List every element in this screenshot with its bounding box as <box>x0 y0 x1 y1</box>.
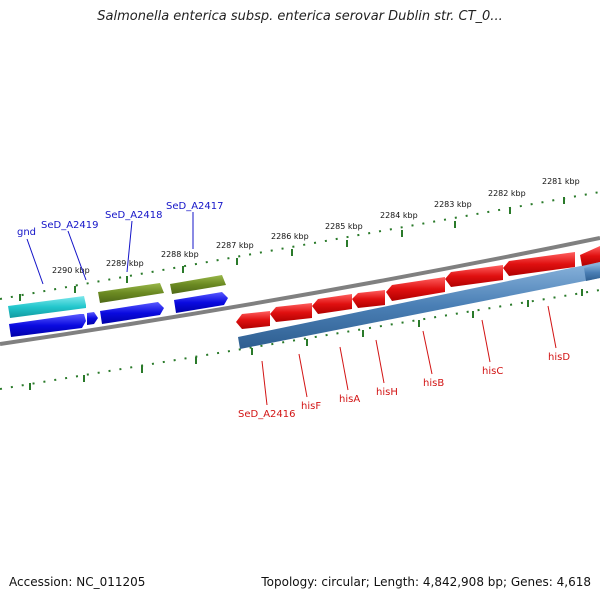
gene-SeD_A2419[interactable] <box>9 314 86 337</box>
genome-backbone <box>0 236 600 346</box>
gene-red-edge[interactable] <box>580 246 600 266</box>
label-connector <box>339 346 349 391</box>
gene-SeD_A2417[interactable] <box>170 275 226 294</box>
gene-hisF[interactable] <box>270 303 312 322</box>
gene-steel-edge[interactable] <box>584 264 600 281</box>
tick-label: 2289 kbp <box>106 259 144 268</box>
tick-label: 2283 kbp <box>434 200 472 209</box>
gene-hisB[interactable] <box>386 277 445 301</box>
label-connector <box>261 360 268 406</box>
gene-label: hisF <box>301 401 321 412</box>
gene-label: hisD <box>548 352 570 363</box>
label-connector <box>26 238 44 285</box>
tick-label: 2284 kbp <box>380 211 418 220</box>
label-connector <box>547 305 557 349</box>
gene-label: SeD_A2416 <box>238 409 296 420</box>
gene-blue-3[interactable] <box>174 292 228 313</box>
tick-label: 2285 kbp <box>325 222 363 231</box>
gene-hisH[interactable] <box>352 290 385 308</box>
label-connector <box>375 339 385 384</box>
label-connector <box>422 330 433 375</box>
label-connector <box>126 220 133 273</box>
gene-label: hisC <box>482 366 503 377</box>
label-connector <box>298 353 308 398</box>
gene-hisC[interactable] <box>445 265 503 287</box>
gene-SeD_A2418[interactable] <box>98 283 164 303</box>
tick-label: 2281 kbp <box>542 177 580 186</box>
gene-label: gnd <box>17 227 36 238</box>
tick-label: 2290 kbp <box>52 266 90 275</box>
bottom-strand-track <box>238 262 600 349</box>
genome-summary: Topology: circular; Length: 4,842,908 bp… <box>261 575 591 589</box>
gene-label: SeD_A2418 <box>105 210 163 221</box>
gene-hisD[interactable] <box>503 252 575 276</box>
label-connector <box>67 230 87 281</box>
label-connector <box>481 319 491 363</box>
tick-label: 2288 kbp <box>161 250 199 259</box>
outer-tick-track <box>0 191 600 301</box>
tick-label: 2287 kbp <box>216 241 254 250</box>
gene-label: hisA <box>339 394 360 405</box>
tick-label: 2282 kbp <box>488 189 526 198</box>
map-title: Salmonella enterica subsp. enterica sero… <box>97 9 503 24</box>
tick-label: 2286 kbp <box>271 232 309 241</box>
accession-label: Accession: NC_011205 <box>9 575 146 589</box>
gene-gnd[interactable] <box>8 296 86 318</box>
gene-label: hisH <box>376 387 398 398</box>
gene-blue-2[interactable] <box>100 302 164 324</box>
gene-small-blue[interactable] <box>87 312 98 325</box>
gene-label: hisB <box>423 378 444 389</box>
inner-tick-track <box>0 289 600 390</box>
gene-hisA[interactable] <box>312 294 352 314</box>
gene-label: SeD_A2417 <box>166 201 224 212</box>
gene-SeD_A2416[interactable] <box>236 311 270 329</box>
gene-label: SeD_A2419 <box>41 220 99 231</box>
